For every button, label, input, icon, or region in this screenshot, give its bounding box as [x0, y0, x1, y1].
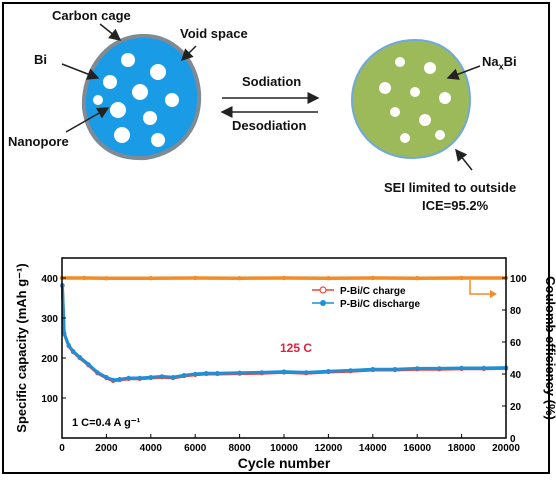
series-1-point-11	[137, 375, 142, 381]
series-2-point-10	[459, 275, 464, 281]
nanopore-10	[93, 95, 103, 105]
nanopore-7	[143, 111, 157, 125]
x-tick-label: 4000	[140, 443, 163, 454]
x-tick-label: 12000	[314, 443, 342, 454]
x-tick-label: 14000	[359, 443, 387, 454]
series-1-point-4	[77, 355, 83, 360]
y-left-tick-label: 300	[41, 314, 58, 325]
y-right-tick-label: 20	[510, 402, 522, 413]
x-tick-label: 18000	[448, 443, 476, 454]
series-1-point-3	[70, 349, 76, 354]
annotation-current: 1 C=0.4 A g⁻¹	[72, 417, 141, 429]
nanopore-5	[165, 93, 179, 107]
nanopore-1	[121, 53, 135, 67]
series-1-point-21	[281, 369, 287, 374]
label-sei: SEI limited to outside	[384, 180, 517, 195]
x-tick-label: 16000	[403, 443, 431, 454]
y-right-tick-label: 80	[510, 306, 522, 317]
series-2-point-7	[326, 276, 331, 281]
series-2-point-2	[104, 276, 109, 281]
naxbi-particle	[350, 38, 472, 160]
nanopore-3	[103, 75, 117, 89]
legend-discharge-label: P-Bi/C discharge	[340, 299, 420, 310]
series-1-point-1	[61, 331, 67, 336]
series-2-point-6	[281, 275, 287, 281]
nanopore-4	[132, 84, 148, 100]
series-1-point-12	[148, 375, 153, 380]
label-sodiation: Sodiation	[242, 74, 302, 89]
series-1-point-27	[415, 366, 420, 371]
series-1-point-19	[237, 370, 242, 375]
y-right-tick-label: 100	[510, 274, 527, 285]
bi-particle	[81, 33, 202, 161]
ce-direction-arrow	[469, 280, 497, 298]
label-desodiation: Desodiation	[232, 118, 307, 133]
legend: P-Bi/C charge P-Bi/C discharge	[312, 286, 420, 310]
series-line-1	[60, 285, 507, 382]
series-2-point-1	[82, 275, 87, 281]
label-carbon-cage: Carbon cage	[52, 8, 131, 23]
series-1-point-24	[348, 368, 353, 373]
series-1-point-2	[66, 343, 71, 348]
x-axis-label: Cycle number	[238, 455, 331, 471]
series-1-point-29	[459, 365, 464, 371]
series-1-point-22	[304, 370, 309, 375]
legend-charge-label: P-Bi/C charge	[340, 286, 406, 297]
label-naxbi: NaxBi	[482, 54, 517, 72]
y-right-tick-label: 0	[510, 434, 516, 445]
x-tick-label: 2000	[95, 443, 118, 454]
series-2-point-8	[370, 275, 375, 281]
x-tick-label: 6000	[184, 443, 207, 454]
y-left-tick-label: 100	[41, 394, 58, 405]
series-1-point-23	[326, 369, 331, 374]
label-void-space: Void space	[180, 26, 248, 41]
series-1-point-9	[117, 377, 122, 382]
series-1-point-8	[110, 377, 116, 383]
series-1-point-15	[181, 373, 187, 378]
label-ice: ICE=95.2%	[422, 198, 489, 213]
series-1-point-7	[104, 375, 109, 380]
y-right-tick-label: 40	[510, 370, 522, 381]
schematic	[61, 23, 481, 171]
series-1-point-30	[481, 365, 486, 371]
series-1-point-26	[392, 367, 398, 372]
series-1-point-25	[370, 367, 375, 372]
series-1-point-14	[170, 375, 176, 380]
series-1-point-6	[95, 370, 100, 375]
y-left-tick-label: 400	[41, 274, 58, 285]
nanopore-8	[114, 127, 130, 143]
series-1-point-16	[193, 371, 198, 377]
series-1-point-10	[126, 375, 131, 381]
label-bi: Bi	[34, 52, 47, 67]
y-left-tick-label: 200	[41, 354, 58, 365]
series-1-point-20	[259, 370, 264, 375]
x-tick-label: 8000	[228, 443, 251, 454]
series-1-point-17	[204, 371, 209, 376]
series-1-point-13	[159, 374, 165, 379]
nanopore-9	[151, 133, 165, 147]
series-1-point-28	[437, 366, 442, 371]
x-tick-label: 0	[59, 443, 65, 454]
nanopore-2	[150, 64, 166, 80]
x-tick-label: 10000	[270, 443, 298, 454]
series-1-point-18	[215, 371, 220, 376]
series-2-point-3	[148, 276, 153, 281]
series-1-point-5	[86, 362, 91, 367]
figure-frame	[2, 2, 550, 474]
label-nanopore: Nanopore	[8, 134, 69, 149]
series-2-point-9	[415, 276, 420, 281]
y-axis-label-left: Specific capacity (mAh g⁻¹)	[14, 263, 29, 432]
cycling-chart: 0 2000 4000 6000 8000 10000 12000 14000 16000 180…	[14, 257, 556, 471]
series-2-point-4	[193, 275, 198, 281]
y-right-tick-label: 60	[510, 338, 522, 349]
x-tick-label: 20000	[492, 443, 520, 454]
nanopore-6	[110, 102, 126, 118]
series-2-point-5	[237, 276, 242, 281]
y-axis-label-right: Coulomb efficiency (%)	[543, 276, 556, 420]
annotation-rate: 125 C	[280, 341, 312, 355]
